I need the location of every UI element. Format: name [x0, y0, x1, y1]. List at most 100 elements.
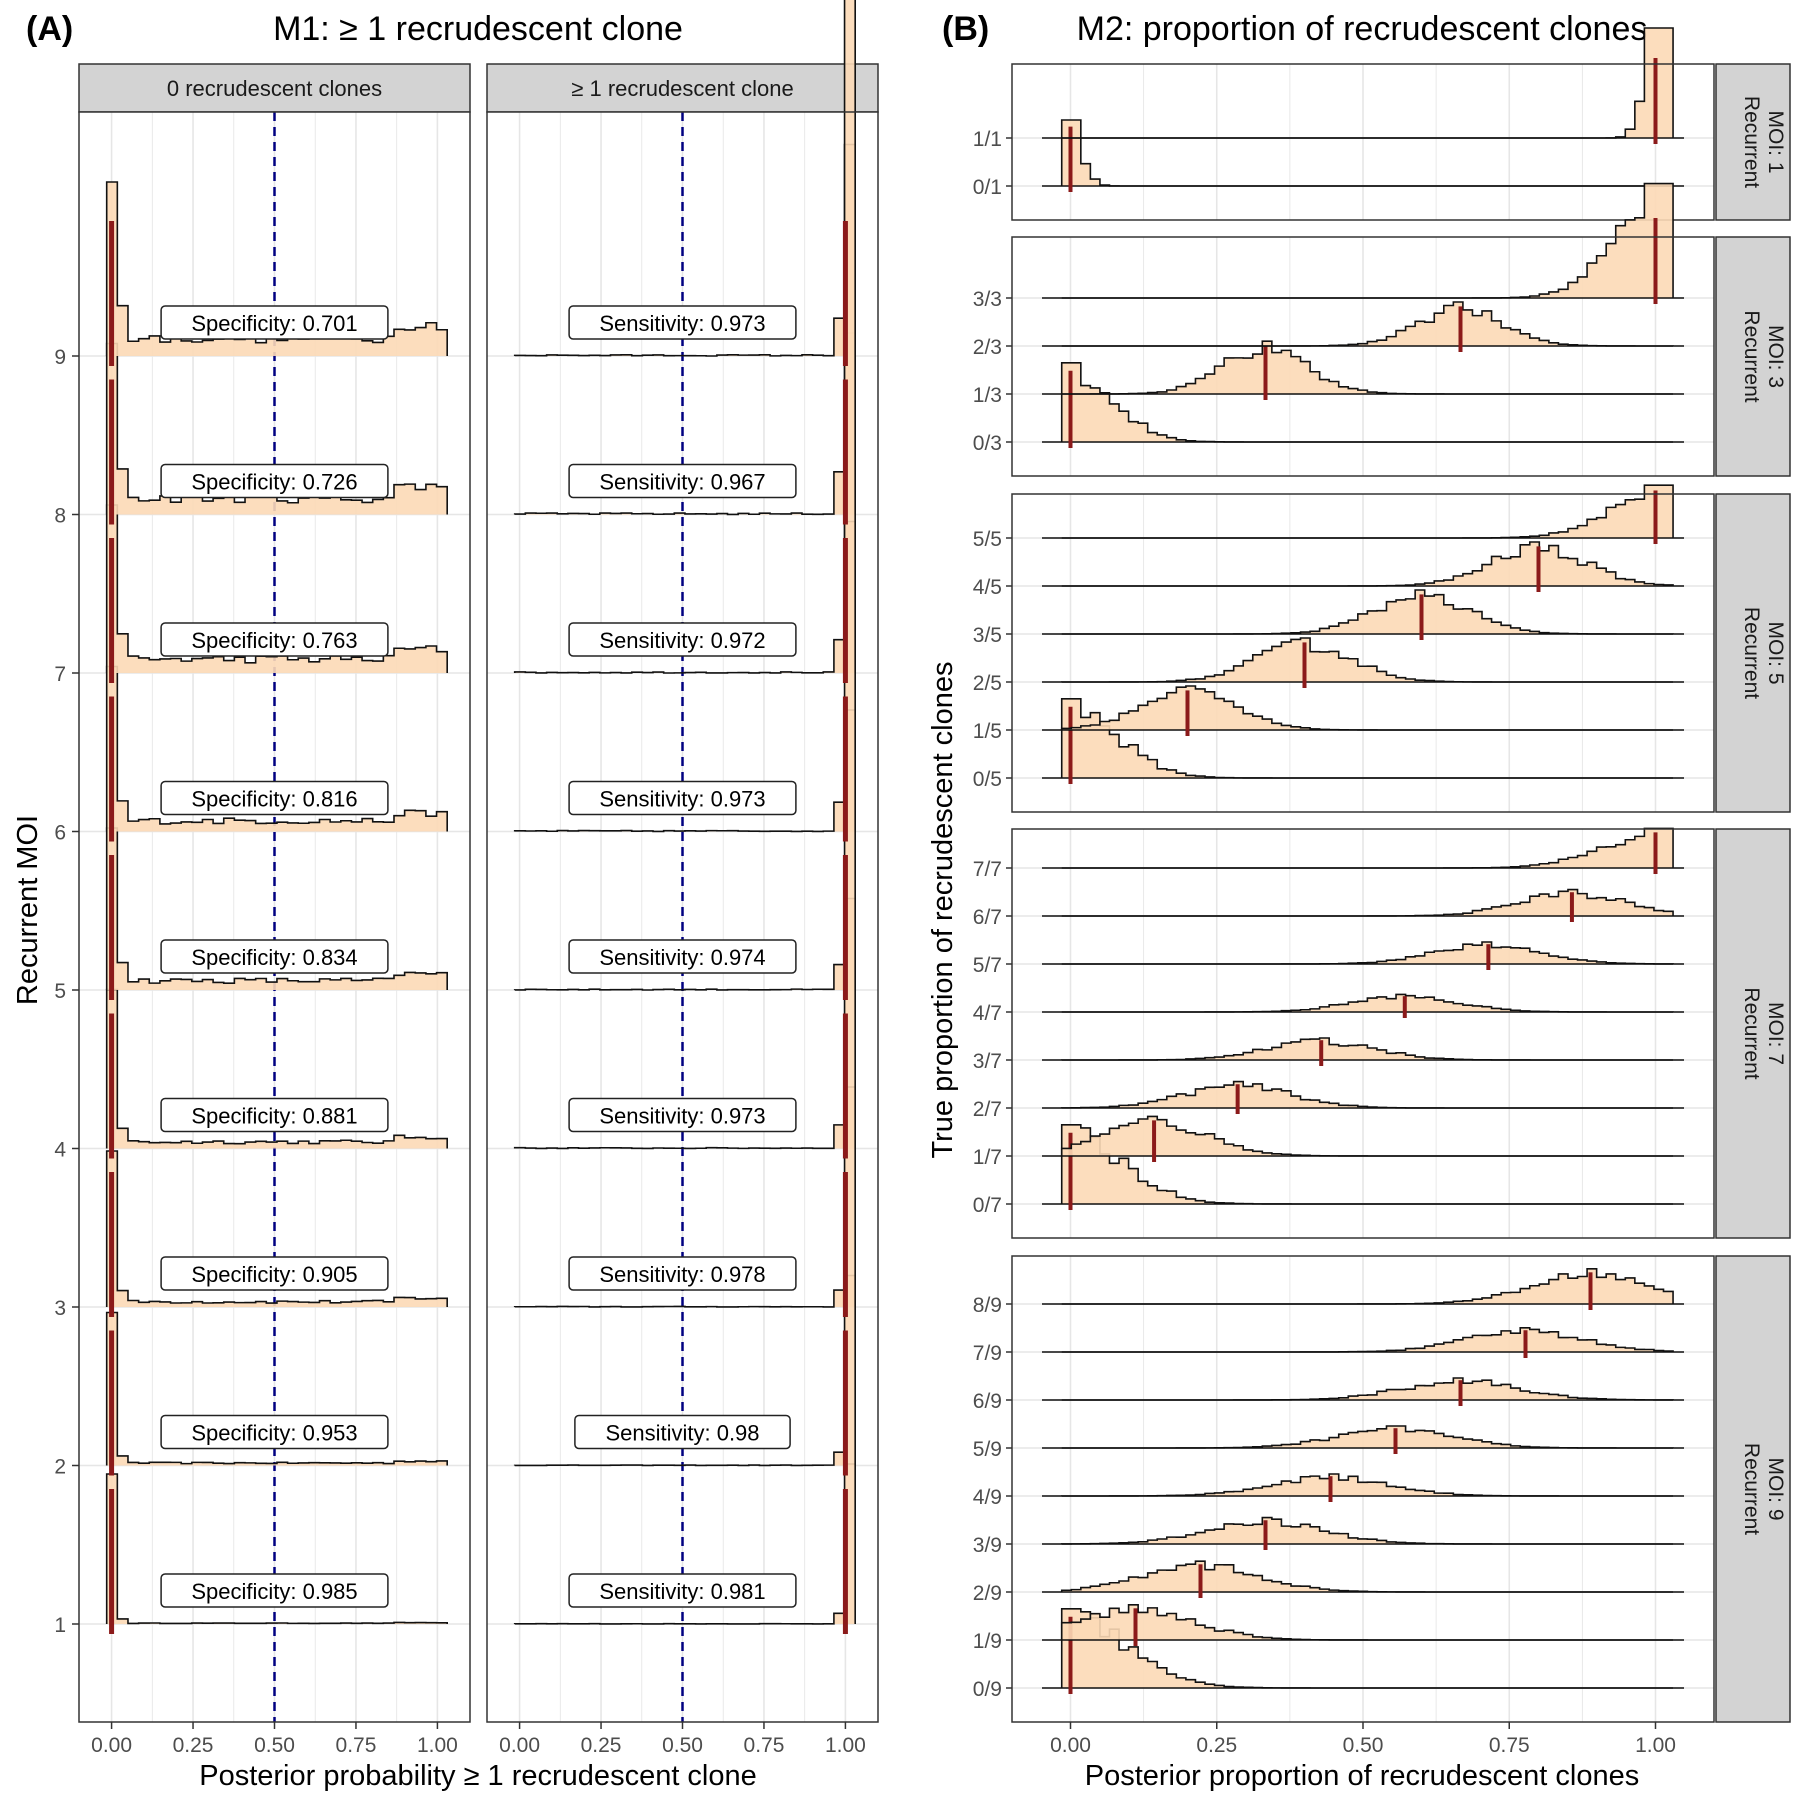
- x-tick-label: 0.25: [1196, 1734, 1237, 1757]
- facet-strip-label: MOI: 9: [1764, 1457, 1787, 1520]
- metric-label-box: [160, 1256, 389, 1291]
- y-tick-label: 8/9: [973, 1294, 1002, 1317]
- y-tick-label: 3/7: [973, 1050, 1002, 1073]
- y-tick-label: 0/7: [973, 1194, 1002, 1217]
- y-tick-label: 6/9: [973, 1390, 1002, 1413]
- facet-a-1: 0 recrudescent clones Specificity: 0.985 S…: [78, 63, 471, 1757]
- metric-label: Specificity: 0.701: [191, 311, 357, 336]
- facet-strip: [1715, 493, 1791, 813]
- histogram-fill: [1061, 341, 1674, 394]
- metric-label: Specificity: 0.881: [191, 1104, 357, 1129]
- metric-label-box: [568, 1097, 797, 1133]
- plot-area: 0 recrudescent clones Specificity: 0.985 S…: [54, 0, 1791, 1757]
- histogram-fill: [1061, 942, 1674, 964]
- metric-label: Sensitivity: 0.967: [599, 470, 765, 495]
- metric-label-box: [574, 1414, 791, 1450]
- histogram-outline: [513, 0, 856, 357]
- panel-b-tag: (B): [942, 10, 989, 48]
- metric-label-box: [160, 939, 389, 974]
- histogram-fill: [1061, 1426, 1674, 1448]
- metric-label-box: [160, 1414, 389, 1450]
- histogram-fill: [106, 505, 448, 673]
- metric-label: Sensitivity: 0.974: [599, 945, 765, 970]
- histogram-fill: [1061, 302, 1674, 346]
- histogram-fill: [1061, 1378, 1674, 1400]
- y-tick-label: 7/7: [973, 858, 1002, 881]
- panel-b-title: M2: proportion of recrudescent clones: [1077, 10, 1648, 48]
- histogram-fill: [1061, 1268, 1674, 1304]
- y-tick-label: 2/7: [973, 1098, 1002, 1121]
- histogram-fill: [1061, 183, 1674, 298]
- x-tick-label: 0.25: [581, 1734, 622, 1757]
- y-tick-label: 8: [54, 505, 66, 528]
- y-tick-label: 5/9: [973, 1438, 1002, 1461]
- facet-strip: [486, 63, 879, 113]
- x-tick-label: 0.50: [254, 1734, 295, 1757]
- facet-strip-label: ≥ 1 recrudescent clone: [571, 76, 793, 101]
- y-tick-label: 1/5: [973, 720, 1002, 743]
- y-tick-label: 4: [54, 1139, 66, 1162]
- histogram-fill: [1061, 828, 1674, 868]
- facet-strip: [1715, 236, 1791, 477]
- y-tick-label: 0/3: [973, 432, 1002, 455]
- y-tick-label: 1: [54, 1614, 66, 1637]
- histogram-outline: [513, 332, 856, 674]
- y-tick-label: 5: [54, 980, 66, 1003]
- facet-strip: [1715, 63, 1791, 221]
- y-tick-label: 2/5: [973, 672, 1002, 695]
- histogram-outline: [513, 1463, 856, 1625]
- metric-label-box: [160, 1097, 389, 1133]
- histogram-outline: [105, 1473, 448, 1625]
- histogram-fill: [1061, 1124, 1674, 1204]
- histogram-fill: [1061, 638, 1674, 682]
- x-tick-label: 0.25: [173, 1734, 214, 1757]
- metric-label: Sensitivity: 0.973: [599, 311, 765, 336]
- y-axis-a: 1 2 3 4 5 6 7 8 9: [54, 346, 79, 1637]
- y-tick-label: 1/3: [973, 384, 1002, 407]
- x-tick-label: 1.00: [1635, 1734, 1676, 1757]
- panel-a-tag: (A): [26, 10, 73, 48]
- facet-strip: [78, 63, 471, 113]
- histogram-outline: [105, 1150, 448, 1307]
- histogram-fill: [1061, 1116, 1674, 1156]
- histogram-outline: [105, 665, 448, 832]
- y-tick-label: 2/9: [973, 1582, 1002, 1605]
- histogram-fill: [106, 343, 448, 515]
- histogram-fill: [1061, 1608, 1674, 1688]
- facet-strip-label: MOI: 1: [1764, 110, 1787, 173]
- metric-label: Specificity: 0.763: [191, 628, 357, 653]
- metric-label: Sensitivity: 0.972: [599, 628, 765, 653]
- y-tick-label: 1/9: [973, 1630, 1002, 1653]
- histogram-outline: [513, 1086, 856, 1308]
- metric-label-box: [160, 1573, 389, 1608]
- histogram-outline: [513, 897, 856, 1150]
- metric-label: Sensitivity: 0.973: [599, 787, 765, 812]
- metric-label-box: [160, 622, 389, 657]
- metric-label: Specificity: 0.985: [191, 1579, 357, 1604]
- y-tick-label: 0/9: [973, 1678, 1002, 1701]
- metric-label-box: [160, 305, 389, 340]
- metric-label-box: [568, 463, 797, 499]
- facet-b-moi-5: 0/5 1/5 2/5 3/5 4/5 5/5 Recurrent MOI: 5: [973, 484, 1791, 813]
- histogram-outline: [513, 143, 856, 516]
- facet-strip: [1715, 1255, 1791, 1723]
- facet-strip-label: Recurrent: [1740, 96, 1763, 188]
- histogram-fill: [1061, 889, 1674, 916]
- y-tick-label: 3/9: [973, 1534, 1002, 1557]
- facet-strip-label: Recurrent: [1740, 1443, 1763, 1535]
- panel-a-xlabel: Posterior probability ≥ 1 recrudescent c…: [199, 1760, 757, 1792]
- metric-label: Specificity: 0.726: [191, 470, 357, 495]
- facet-b-moi-7: 0/7 1/7 2/7 3/7 4/7 5/7 6/7 7/7 Recurrent MOI: 7: [973, 827, 1791, 1239]
- panel-border: [1011, 236, 1715, 477]
- y-tick-label: 5/5: [973, 528, 1002, 551]
- y-tick-label: 0/1: [973, 176, 1002, 199]
- metric-label: Specificity: 0.905: [191, 1262, 357, 1287]
- y-tick-label: 4/9: [973, 1486, 1002, 1509]
- facet-strip-label: Recurrent: [1740, 987, 1763, 1079]
- metric-label: Sensitivity: 0.978: [599, 1262, 765, 1287]
- y-tick-label: 0/5: [973, 768, 1002, 791]
- histogram-fill: [1061, 698, 1674, 778]
- panel-a-ylabel: Recurrent MOI: [12, 815, 44, 1005]
- histogram-fill: [1061, 1517, 1674, 1544]
